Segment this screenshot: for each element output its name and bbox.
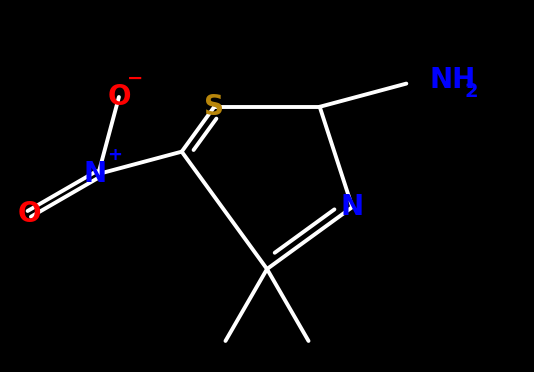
- Text: N: N: [341, 193, 364, 221]
- Text: O: O: [18, 200, 41, 228]
- Text: S: S: [205, 93, 224, 121]
- Text: 2: 2: [464, 82, 478, 101]
- Text: NH: NH: [429, 66, 476, 94]
- Text: −: −: [127, 69, 144, 88]
- Text: +: +: [107, 147, 122, 164]
- Text: N: N: [83, 160, 107, 188]
- Text: O: O: [107, 83, 131, 111]
